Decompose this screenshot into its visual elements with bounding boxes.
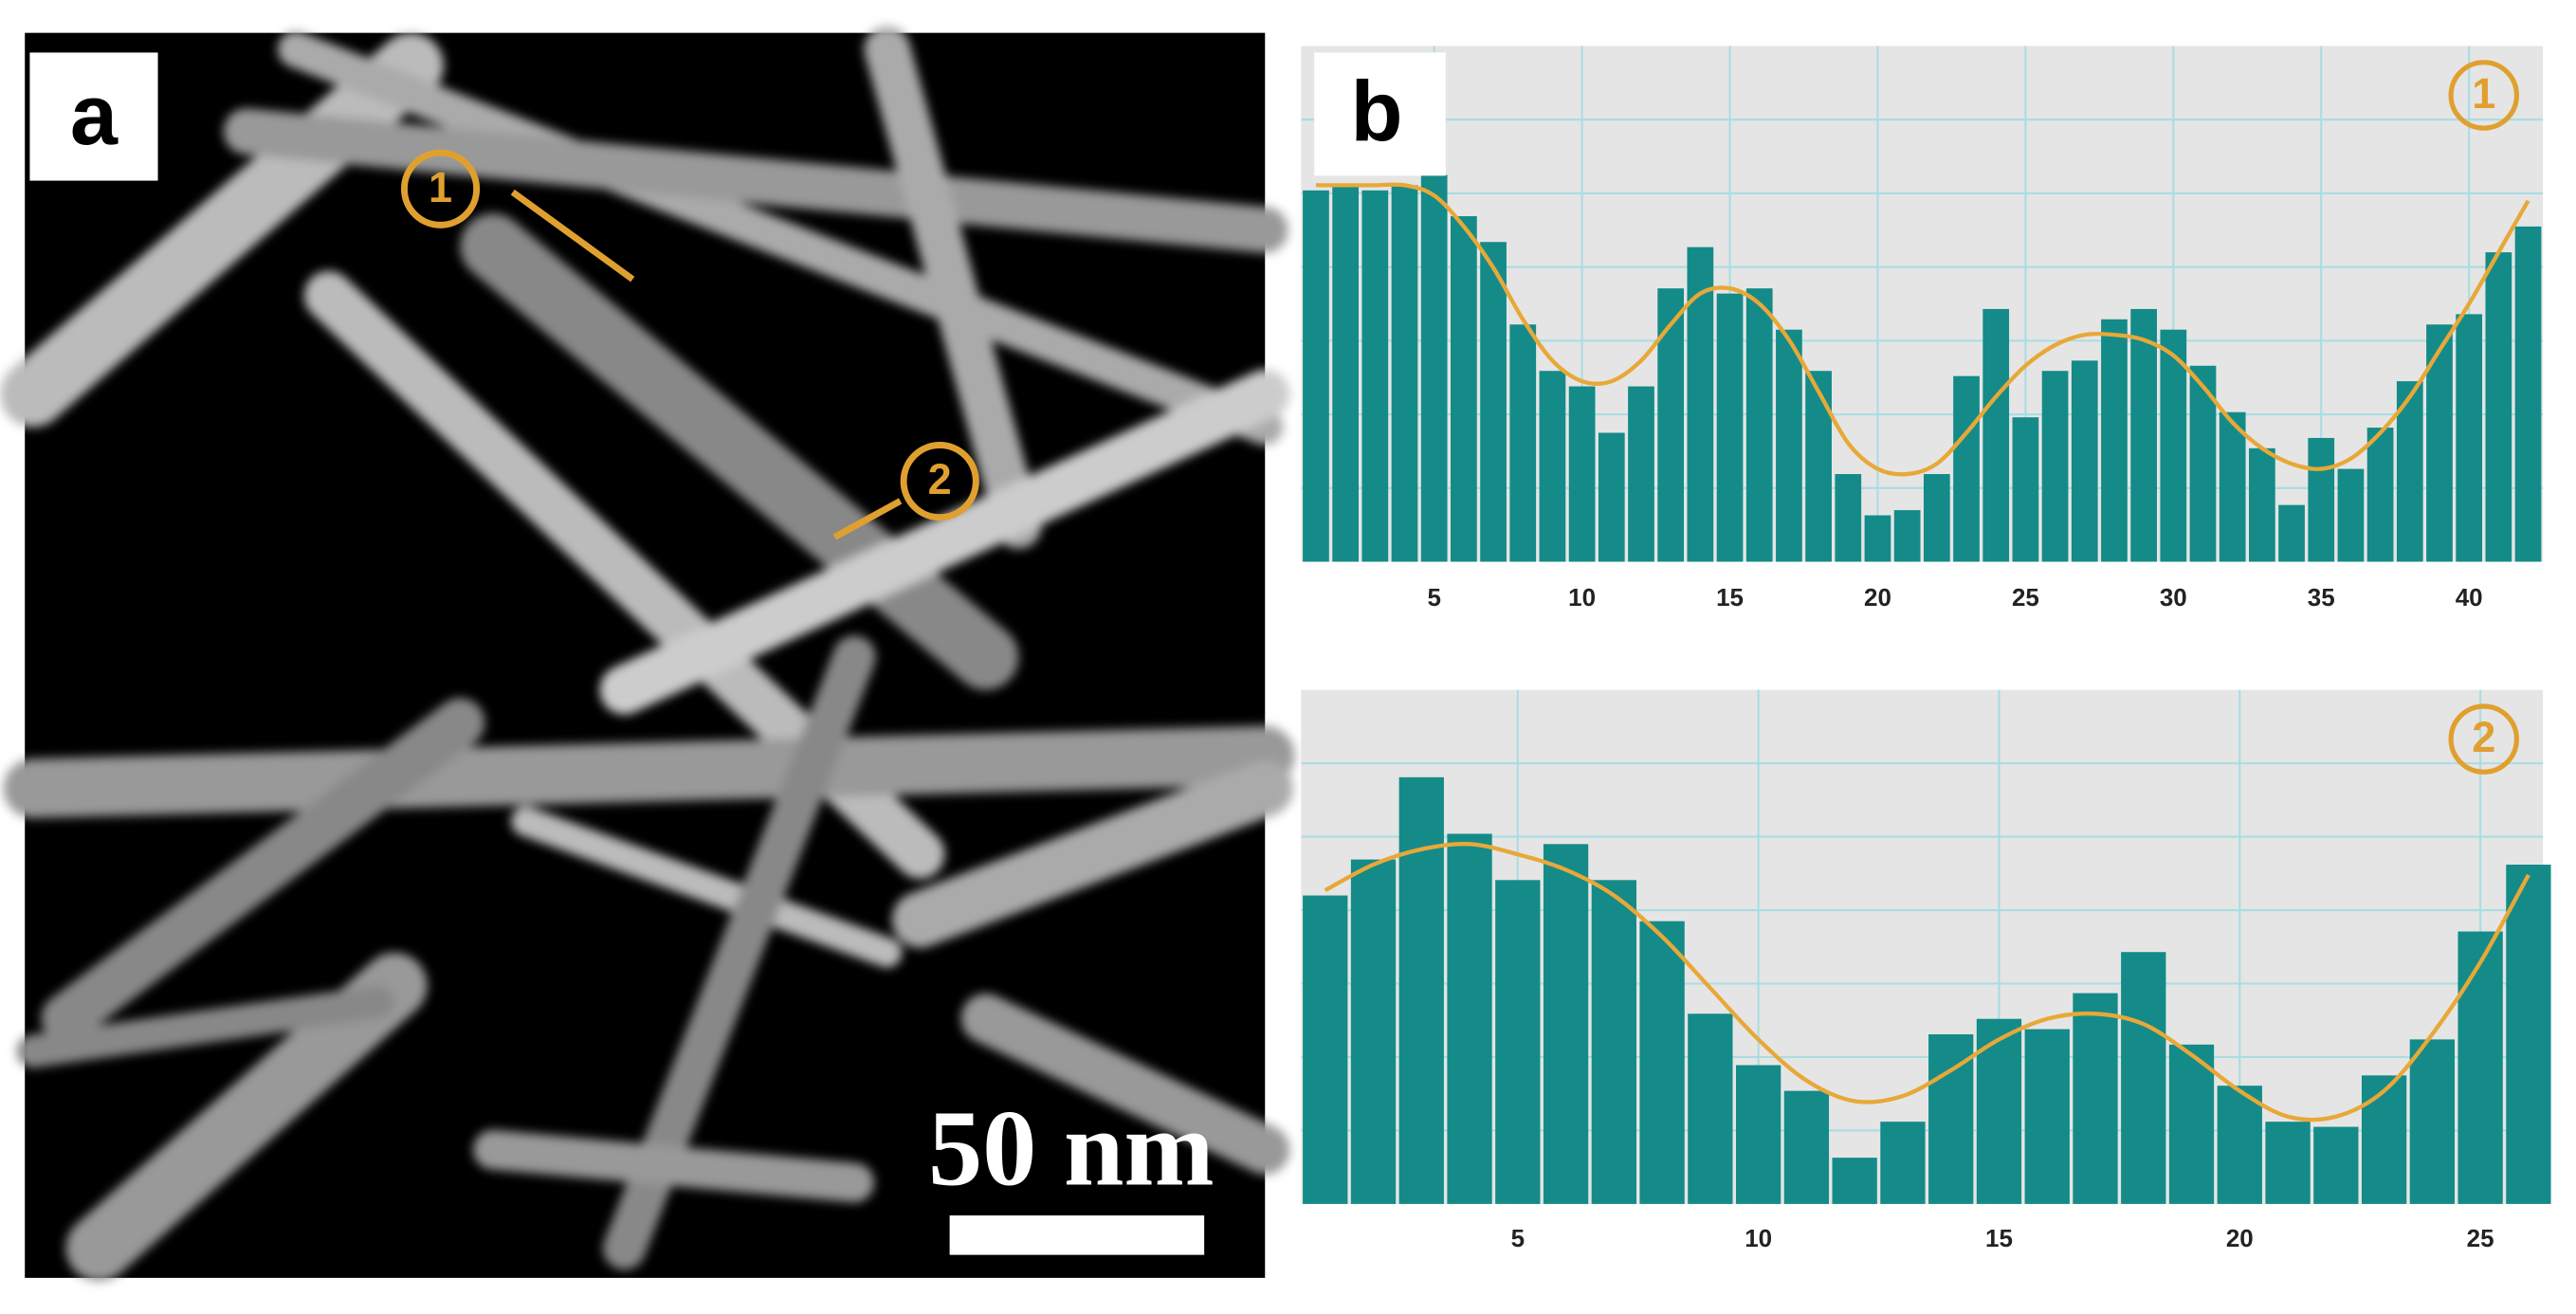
marker-circle [2448, 703, 2520, 775]
bar [1598, 432, 1625, 562]
x-tick-label: 5 [1511, 1224, 1525, 1252]
bar [2426, 324, 2453, 562]
x-tick-label: 10 [1568, 583, 1596, 611]
bar [1543, 844, 1589, 1204]
bar [2456, 314, 2483, 562]
bar [2217, 1086, 2262, 1204]
bar [1420, 174, 1448, 562]
bar [1398, 776, 1444, 1204]
bar [1628, 386, 1654, 562]
bar [1391, 185, 1418, 562]
x-tick-label: 15 [1716, 583, 1744, 611]
bar [1657, 288, 1685, 562]
bar [2506, 865, 2551, 1204]
marker-label: 2 [2472, 713, 2495, 761]
bar [1568, 386, 1596, 562]
bar [2361, 1075, 2407, 1204]
bar [1495, 880, 1541, 1204]
bar [1923, 474, 1950, 562]
panel-label: b [1351, 64, 1403, 160]
bar [1735, 1065, 1781, 1204]
bar [1783, 1090, 1830, 1204]
bar [1350, 859, 1397, 1204]
bar [2071, 360, 2098, 562]
bar [1480, 242, 1507, 562]
bar [2265, 1122, 2311, 1204]
bar [2073, 993, 2118, 1204]
plot-background [1301, 46, 2544, 562]
x-tick-label: 15 [1985, 1224, 2013, 1252]
marker-label: 1 [2472, 69, 2495, 118]
x-tick-label: 40 [2456, 583, 2483, 611]
bar [2160, 329, 2187, 562]
bar [2514, 226, 2542, 562]
bar [2278, 504, 2305, 562]
bar [2366, 428, 2394, 562]
bar [1509, 324, 1537, 562]
marker-label: 2 [928, 455, 952, 503]
bar [2101, 319, 2128, 562]
x-tick-label: 5 [1427, 583, 1440, 611]
bar [1982, 308, 2010, 562]
bar [1639, 921, 1685, 1204]
fit-curve [1315, 182, 2530, 477]
bar [2409, 1039, 2456, 1204]
label-box [1314, 52, 1446, 176]
bar [1688, 1013, 1733, 1204]
bar [2485, 252, 2512, 562]
bar [1805, 371, 1832, 562]
bar [2249, 447, 2275, 562]
bar [2121, 952, 2166, 1204]
bar [1880, 1122, 1926, 1204]
bar [2024, 1029, 2070, 1204]
x-tick-label: 35 [2308, 583, 2335, 611]
bar [2308, 437, 2335, 562]
bar [1893, 510, 1921, 562]
panel-label: a [70, 67, 119, 163]
bar [1361, 190, 1389, 562]
x-tick-label: 10 [1745, 1224, 1772, 1252]
x-tick-label: 25 [2012, 583, 2039, 611]
bar [1776, 329, 1802, 562]
scale-bar-label: 50 nm [928, 1087, 1215, 1208]
bar [2041, 371, 2069, 562]
bar [1303, 895, 1348, 1204]
x-tick-label: 30 [2160, 583, 2187, 611]
bar [1539, 371, 1566, 562]
tem-image [0, 26, 1295, 1282]
x-tick-label: 25 [2467, 1224, 2494, 1252]
marker-label: 1 [429, 163, 452, 211]
bar [1864, 515, 1891, 562]
bar [2313, 1126, 2359, 1204]
bar [2168, 1044, 2215, 1204]
bar [2219, 411, 2246, 562]
bar [1332, 185, 1359, 562]
fit-curve [1324, 841, 2530, 1122]
bar [1591, 880, 1636, 1204]
bar [1835, 474, 1862, 562]
x-tick-label: 20 [2226, 1224, 2254, 1252]
bar [1447, 833, 1492, 1204]
bar [2130, 308, 2157, 562]
bar [1716, 293, 1744, 562]
bar [2337, 468, 2365, 562]
bar [2012, 417, 2039, 562]
x-tick-label: 20 [1864, 583, 1891, 611]
bar [2457, 931, 2503, 1204]
marker-circle [2448, 60, 2520, 131]
bar [1303, 190, 1329, 562]
bar [1953, 375, 1980, 562]
bar [1451, 216, 1477, 562]
bar [1745, 288, 1773, 562]
bar [1832, 1158, 1877, 1204]
